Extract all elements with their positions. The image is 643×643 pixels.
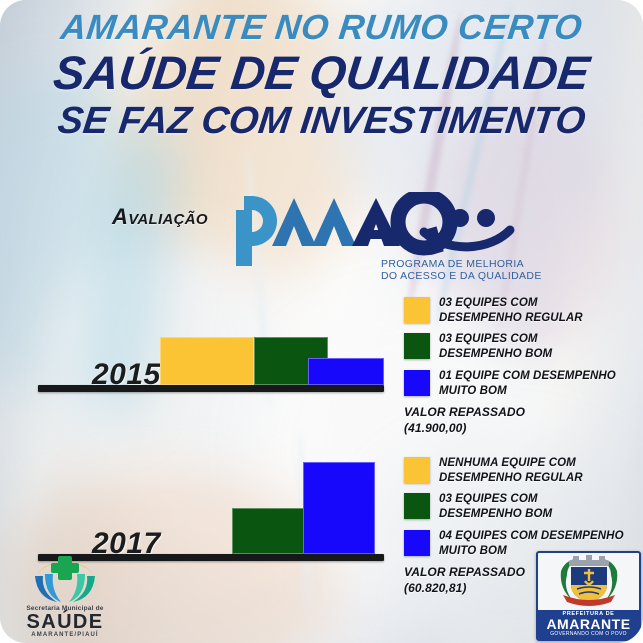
legend-2015: 03 EQUIPES COM DESEMPENHO REGULAR 03 EQU… — [404, 296, 643, 437]
legend-label-regular: NENHUMA EQUIPE COM DESEMPENHO REGULAR — [439, 456, 583, 485]
legend-label-bom: 03 EQUIPES COM DESEMPENHO BOM — [439, 332, 552, 361]
bar-2015-muito-bom — [308, 358, 384, 385]
valor-repassado-2017: VALOR REPASSADO (60.820,81) — [404, 565, 643, 596]
pmaq-logo-icon — [228, 188, 528, 277]
prefeitura-line-2: AMARANTE — [546, 615, 631, 632]
chart-2017: 2017 — [0, 440, 400, 575]
secretaria-saude-logo: Secretaria Municipal de SAÚDE AMARANTE/P… — [6, 556, 124, 640]
prefeitura-band: PREFEITURA DE AMARANTE GOVERNANDO COM O … — [538, 609, 639, 639]
legend-label-bom-line1: 03 EQUIPES COM — [439, 333, 538, 346]
legend-label-regular-line2: DESEMPENHO REGULAR — [439, 471, 583, 484]
legend-swatch-regular-icon — [404, 297, 430, 323]
headline-line-2: SAÚDE DE QUALIDADE — [50, 45, 593, 99]
legend-label-bom-line1: 03 EQUIPES COM — [439, 493, 538, 506]
legend-item-regular-2015: 03 EQUIPES COM DESEMPENHO REGULAR — [404, 296, 643, 325]
valor-label-2017: VALOR REPASSADO — [404, 565, 526, 580]
headline-block: AMARANTE NO RUMO CERTO SAÚDE DE QUALIDAD… — [0, 8, 643, 142]
prefeitura-amarante-logo: PREFEITURA DE AMARANTE GOVERNANDO COM O … — [536, 551, 641, 641]
saude-logo-line-3: AMARANTE/PIAUÍ — [31, 632, 99, 638]
legend-item-bom-2017: 03 EQUIPES COM DESEMPENHO BOM — [404, 492, 643, 521]
saude-logo-line-2: SAÚDE — [26, 611, 104, 633]
pmaq-subtitle: PROGRAMA DE MELHORIA DO ACESSO E DA QUAL… — [381, 258, 542, 283]
prefeitura-line-3: GOVERNANDO COM O POVO — [550, 631, 627, 637]
legend-label-regular-line1: 03 EQUIPES COM — [439, 297, 538, 309]
legend-swatch-muito-bom-icon — [404, 529, 430, 556]
pmaq-block: Avaliação — [0, 188, 643, 288]
valor-repassado-2015: VALOR REPASSADO (41.900,00) — [404, 405, 643, 436]
bar-2017-bom — [232, 508, 306, 554]
legend-swatch-bom-icon — [404, 333, 430, 360]
legend-label-muito-bom-line2: MUITO BOM — [439, 384, 507, 397]
legend-label-bom-line2: DESEMPENHO BOM — [439, 348, 553, 361]
pmaq-subtitle-line-1: PROGRAMA DE MELHORIA — [381, 258, 524, 270]
legend-label-bom-line2: DESEMPENHO BOM — [439, 508, 553, 521]
chart-2015: 2015 — [0, 296, 400, 406]
legend-label-muito-bom-line1: 01 EQUIPE COM DESEMPENHO — [439, 369, 616, 382]
legend-item-muito-bom-2015: 01 EQUIPE COM DESEMPENHO MUITO BOM — [404, 369, 643, 398]
legend-label-regular: 03 EQUIPES COM DESEMPENHO REGULAR — [439, 296, 583, 325]
legend-item-regular-2017: NENHUMA EQUIPE COM DESEMPENHO REGULAR — [404, 456, 643, 485]
legend-label-muito-bom: 04 EQUIPES COM DESEMPENHO MUITO BOM — [439, 529, 624, 558]
bar-2017-muito-bom — [303, 462, 375, 554]
legend-2017: NENHUMA EQUIPE COM DESEMPENHO REGULAR 03… — [404, 456, 643, 597]
legend-label-bom: 03 EQUIPES COM DESEMPENHO BOM — [439, 492, 552, 521]
legend-label-regular-line2: DESEMPENHO REGULAR — [439, 311, 583, 324]
legend-label-muito-bom-line1: 04 EQUIPES COM DESEMPENHO — [439, 529, 624, 542]
headline-line-1: AMARANTE NO RUMO CERTO — [58, 8, 585, 47]
bar-2015-regular — [160, 337, 254, 385]
legend-label-muito-bom-line2: MUITO BOM — [439, 544, 507, 557]
prefeitura-line-1: PREFEITURA DE — [562, 610, 615, 617]
legend-item-bom-2015: 03 EQUIPES COM DESEMPENHO BOM — [404, 332, 643, 361]
valor-value-2015: (41.900,00) — [404, 420, 467, 435]
valor-label-2015: VALOR REPASSADO — [404, 405, 526, 420]
avaliacao-label: Avaliação — [112, 204, 208, 229]
legend-label-regular-line1: NENHUMA EQUIPE COM — [439, 457, 576, 469]
legend-swatch-bom-icon — [404, 493, 430, 520]
legend-swatch-muito-bom-icon — [404, 369, 430, 396]
legend-label-muito-bom: 01 EQUIPE COM DESEMPENHO MUITO BOM — [439, 369, 616, 398]
pmaq-subtitle-line-2: DO ACESSO E DA QUALIDADE — [381, 270, 542, 283]
legend-swatch-regular-icon — [404, 457, 430, 483]
hands-cross-icon — [35, 556, 95, 602]
valor-value-2017: (60.820,81) — [404, 580, 467, 595]
chart-baseline-2017 — [38, 554, 384, 561]
saude-logo-line-1: Secretaria Municipal de — [26, 605, 104, 612]
coat-of-arms-icon — [560, 555, 617, 606]
headline-line-3: SE FAZ COM INVESTIMENTO — [55, 99, 588, 142]
legend-item-muito-bom-2017: 04 EQUIPES COM DESEMPENHO MUITO BOM — [404, 529, 643, 558]
chart-baseline-2015 — [38, 385, 384, 392]
